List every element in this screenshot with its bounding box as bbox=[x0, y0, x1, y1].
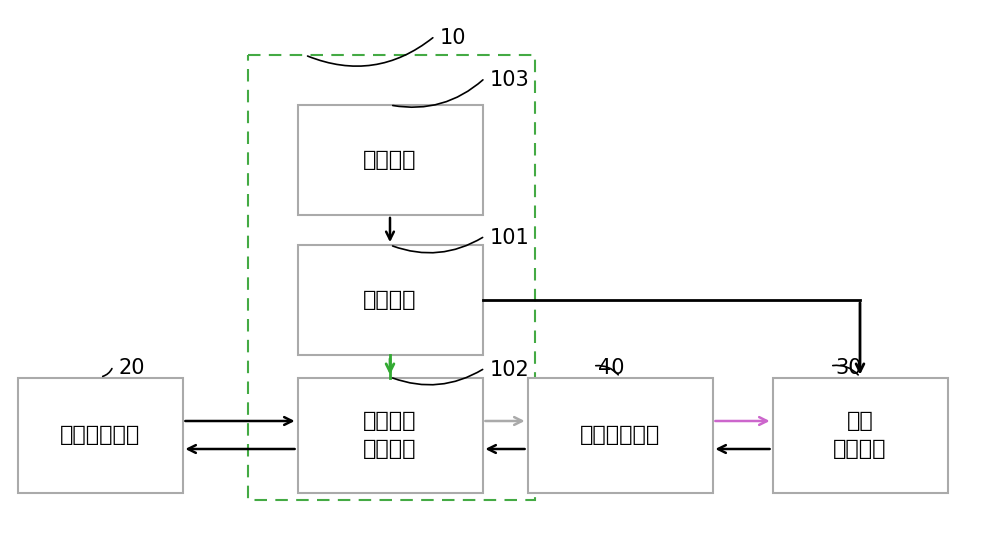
Bar bbox=[248, 55, 535, 500]
Text: 存储模块: 存储模块 bbox=[363, 150, 417, 170]
Bar bbox=[298, 105, 482, 215]
Text: 可控阻抗
匹配模块: 可控阻抗 匹配模块 bbox=[363, 411, 417, 459]
Text: 40: 40 bbox=[598, 358, 624, 378]
Text: 102: 102 bbox=[490, 360, 530, 380]
Text: 103: 103 bbox=[490, 70, 530, 90]
Bar bbox=[298, 245, 482, 355]
Text: 第二射频器件: 第二射频器件 bbox=[580, 425, 660, 445]
Text: 10: 10 bbox=[440, 28, 466, 48]
Text: 控制模块: 控制模块 bbox=[363, 290, 417, 310]
Bar bbox=[298, 378, 482, 492]
Text: 30: 30 bbox=[835, 358, 862, 378]
Text: 第一射频器件: 第一射频器件 bbox=[60, 425, 140, 445]
Bar bbox=[528, 378, 712, 492]
Text: 101: 101 bbox=[490, 228, 530, 248]
Bar bbox=[772, 378, 948, 492]
Text: 射频
收发模块: 射频 收发模块 bbox=[833, 411, 887, 459]
Bar bbox=[18, 378, 182, 492]
Text: 20: 20 bbox=[118, 358, 144, 378]
